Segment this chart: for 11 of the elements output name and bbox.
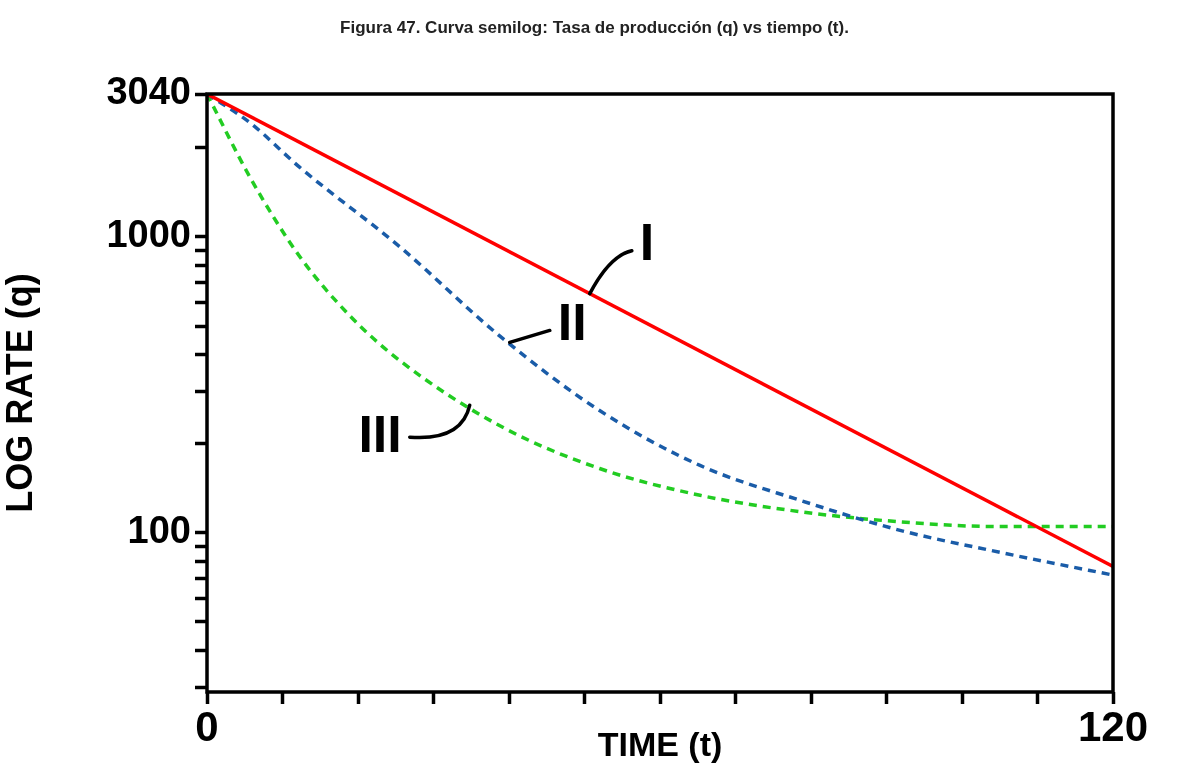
y-tick-label: 3040: [106, 70, 191, 113]
y-axis-title: LOG RATE (q): [0, 273, 40, 513]
x-tick-label: 0: [195, 702, 219, 750]
x-axis-title: TIME (t): [597, 724, 723, 763]
chart-title: Figura 47. Curva semilog: Tasa de producción (q) vs tiempo (t).: [339, 18, 850, 38]
annotation: I: [639, 213, 655, 272]
annotation: III: [358, 404, 402, 463]
y-tick-label: 100: [127, 509, 191, 552]
x-tick-label: 120: [1077, 702, 1149, 750]
annotation: II: [557, 292, 587, 351]
y-tick-label: 1000: [106, 213, 191, 256]
